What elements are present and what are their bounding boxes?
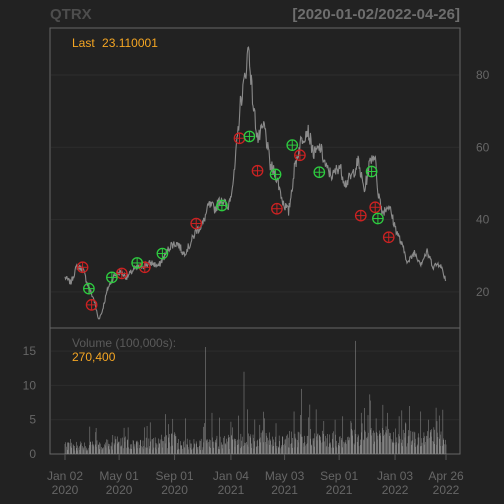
sell-marker — [251, 164, 264, 177]
buy-marker — [216, 199, 228, 212]
x-tick-label: Sep 01 — [156, 469, 194, 483]
sell-marker — [76, 261, 89, 274]
sell-marker — [233, 132, 246, 145]
buy-marker — [243, 130, 256, 143]
buy-marker — [156, 247, 169, 260]
x-tick-year: 2021 — [326, 483, 353, 497]
buy-marker — [313, 166, 326, 179]
x-tick-year: 2020 — [52, 483, 79, 497]
volume-value: 270,400 — [72, 350, 116, 364]
sell-marker — [354, 209, 367, 222]
buy-marker — [106, 271, 118, 284]
buy-marker — [269, 168, 282, 181]
x-tick-year: 2022 — [433, 483, 460, 497]
sell-marker — [138, 261, 151, 274]
buy-marker — [286, 139, 299, 151]
x-tick-year: 2020 — [161, 483, 188, 497]
sell-marker — [115, 267, 128, 280]
price-tick-label: 60 — [476, 140, 490, 154]
x-tick-year: 2021 — [271, 483, 298, 497]
x-tick-year: 2020 — [106, 483, 133, 497]
price-grid — [51, 74, 459, 293]
buy-marker — [372, 212, 384, 225]
volume-panel: 0 5 10 15 Volume (100,000s): 270,400 — [23, 327, 461, 461]
x-tick-label: Apr 26 — [428, 469, 464, 483]
x-tick-label: May 01 — [99, 469, 139, 483]
sell-marker — [369, 201, 382, 214]
sell-marker — [294, 149, 306, 162]
last-price-annotation: Last 23.110001 — [72, 36, 158, 50]
price-y-axis: 20 40 60 80 — [476, 68, 490, 299]
x-tick-year: 2022 — [382, 483, 409, 497]
sell-marker — [271, 202, 283, 215]
x-tick-label: Jan 04 — [213, 469, 249, 483]
sell-marker — [382, 231, 395, 244]
x-tick-label: May 03 — [265, 469, 305, 483]
volume-bars — [64, 340, 447, 454]
volume-label: Volume (100,000s): — [72, 336, 176, 350]
buy-marker — [365, 165, 378, 178]
trade-markers — [76, 130, 395, 311]
volume-tick-label: 0 — [29, 447, 36, 461]
last-price-label: Last — [72, 36, 95, 50]
price-tick-label: 20 — [476, 285, 490, 299]
buy-marker — [131, 257, 143, 269]
chart-symbol: QTRX — [50, 6, 92, 23]
volume-tick-label: 15 — [23, 344, 37, 358]
price-line — [64, 46, 447, 320]
sell-marker — [85, 299, 98, 311]
volume-tick-label: 10 — [23, 378, 37, 392]
x-tick-year: 2021 — [218, 483, 245, 497]
sell-marker — [190, 217, 203, 230]
price-panel: 20 40 60 80 Last 23.110001 — [49, 27, 490, 329]
x-tick-label: Jan 03 — [377, 469, 413, 483]
x-tick-label: Jan 02 — [47, 469, 83, 483]
volume-y-axis: 0 5 10 15 — [23, 344, 37, 461]
price-tick-label: 40 — [476, 213, 490, 227]
buy-marker — [83, 282, 95, 295]
chart-date-range: [2020-01-02/2022-04-26] — [292, 6, 460, 23]
price-tick-label: 80 — [476, 68, 490, 82]
last-price-value: 23.110001 — [102, 36, 158, 50]
x-tick-label: Sep 01 — [320, 469, 358, 483]
volume-tick-label: 5 — [29, 413, 36, 427]
